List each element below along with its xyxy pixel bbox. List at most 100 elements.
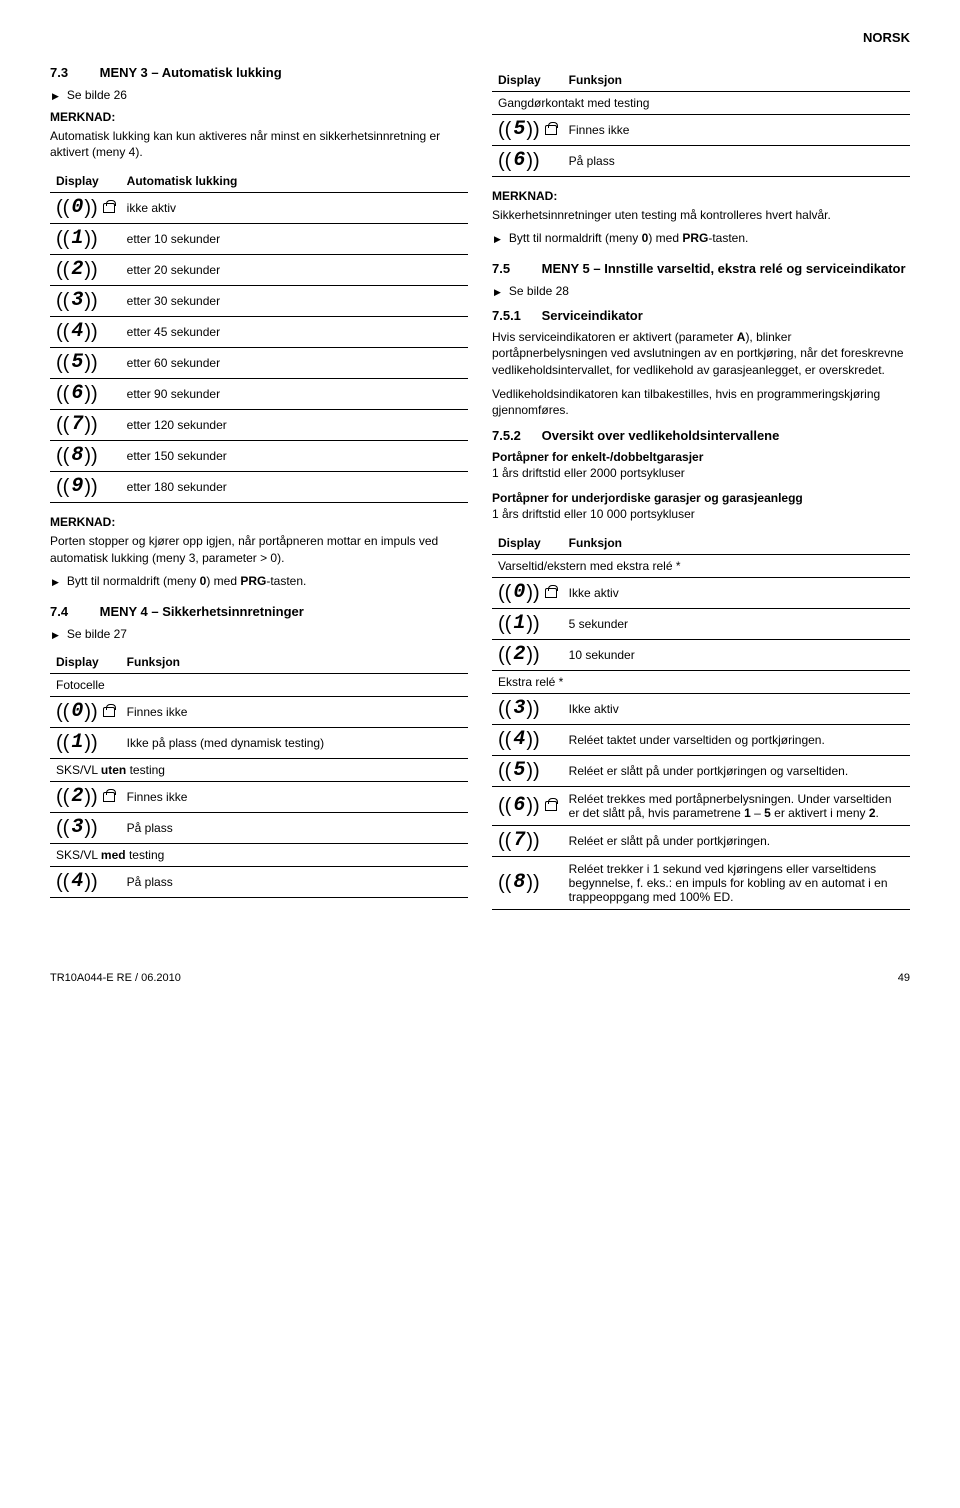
digit-icon: ((7)): [498, 831, 540, 851]
row-text: etter 30 sekunder: [121, 286, 468, 317]
row-text: 5 sekunder: [563, 608, 910, 639]
digit-icon: ((9)): [56, 477, 98, 497]
right-column: Display Funksjon Gangdørkontakt med test…: [492, 59, 910, 922]
digit-icon: ((4)): [498, 730, 540, 750]
section-num: 7.3: [50, 65, 96, 80]
merknad-7-3b-text: Porten stopper og kjører opp igjen, når …: [50, 533, 468, 565]
row-text: etter 150 sekunder: [121, 441, 468, 472]
col-function: Funksjon: [563, 69, 910, 92]
section-text: MENY 5 – Innstille varseltid, ekstra rel…: [542, 261, 906, 276]
row-text: På plass: [121, 812, 468, 843]
p-7-5-1-b: Vedlikeholdsindikatoren kan tilbakestill…: [492, 386, 910, 418]
p-7-5-1-a: Hvis serviceindikatoren er aktivert (par…: [492, 329, 910, 378]
sub-header-varseltid: Varseltid/ekstern med ekstra relé *: [492, 554, 910, 577]
digit-icon: ((0)): [498, 583, 557, 603]
row-text: Reléet er slått på under portkjøringen.: [563, 825, 910, 856]
see-image-26: Se bilde 26: [50, 88, 468, 102]
bytt-normaldrift: Bytt til normaldrift (meny 0) med PRG-ta…: [492, 231, 910, 245]
row-text: Reléet trekker i 1 sekund ved kjøringens…: [563, 856, 910, 909]
digit-icon: ((2)): [56, 260, 98, 280]
section-7-5-2-title: 7.5.2 Oversikt over vedlikeholdsinterval…: [492, 428, 910, 443]
digit-icon: ((2)): [498, 645, 540, 665]
footer-right: 49: [898, 972, 910, 984]
digit-icon: ((6)): [498, 796, 557, 816]
sub-header-ekstra-rele: Ekstra relé *: [492, 670, 910, 693]
digit-icon: ((5)): [498, 120, 557, 140]
left-column: 7.3 MENY 3 – Automatisk lukking Se bilde…: [50, 59, 468, 922]
p-7-5-2-a-heading: Portåpner for enkelt-/dobbeltgarasjer: [492, 450, 703, 464]
sub-header-sks-uten: SKS/VL uten testing: [50, 758, 468, 781]
row-text: ikke aktiv: [121, 193, 468, 224]
subsection-text: Oversikt over vedlikeholdsintervallene: [542, 428, 780, 443]
row-text: etter 60 sekunder: [121, 348, 468, 379]
language-header: NORSK: [50, 30, 910, 45]
table-7-3: Display Automatisk lukking ((0)) ikke akt…: [50, 170, 468, 503]
p-7-5-2-b: Portåpner for underjordiske garasjer og …: [492, 490, 910, 522]
row-text: På plass: [121, 866, 468, 897]
row-text: Reléet trekkes med portåpnerbelysningen.…: [563, 786, 910, 825]
digit-icon: ((4)): [56, 322, 98, 342]
digit-icon: ((0)): [56, 198, 115, 218]
row-text: Finnes ikke: [563, 115, 910, 146]
table-7-4: Display Funksjon Fotocelle ((0)) Finnes i…: [50, 651, 468, 898]
col-function: Funksjon: [121, 651, 468, 674]
digit-icon: ((6)): [56, 384, 98, 404]
digit-icon: ((1)): [498, 614, 540, 634]
footer-left: TR10A044-E RE / 06.2010: [50, 972, 181, 984]
digit-icon: ((8)): [56, 446, 98, 466]
row-text: Finnes ikke: [121, 696, 468, 727]
col-display: Display: [50, 651, 121, 674]
row-text: etter 10 sekunder: [121, 224, 468, 255]
bytt-normaldrift: Bytt til normaldrift (meny 0) med PRG-ta…: [50, 574, 468, 588]
digit-icon: ((7)): [56, 415, 98, 435]
p-7-5-2-a: Portåpner for enkelt-/dobbeltgarasjer 1 …: [492, 449, 910, 481]
digit-icon: ((1)): [56, 229, 98, 249]
see-image-27: Se bilde 27: [50, 627, 468, 641]
section-7-4-title: 7.4 MENY 4 – Sikkerhetsinnretninger: [50, 604, 468, 619]
section-text: MENY 3 – Automatisk lukking: [100, 65, 282, 80]
digit-icon: ((4)): [56, 872, 98, 892]
row-text: Ikke på plass (med dynamisk testing): [121, 727, 468, 758]
row-text: På plass: [563, 146, 910, 177]
row-text: 10 sekunder: [563, 639, 910, 670]
section-7-5-1-title: 7.5.1 Serviceindikator: [492, 308, 910, 323]
page-footer: TR10A044-E RE / 06.2010 49: [50, 972, 910, 984]
digit-icon: ((5)): [56, 353, 98, 373]
sub-header-gangdor: Gangdørkontakt med testing: [492, 92, 910, 115]
p-7-5-2-b-heading: Portåpner for underjordiske garasjer og …: [492, 491, 803, 505]
row-text: etter 120 sekunder: [121, 410, 468, 441]
sub-header-sks-med: SKS/VL med testing: [50, 843, 468, 866]
digit-icon: ((1)): [56, 733, 98, 753]
row-text: Reléet taktet under varseltiden og portk…: [563, 724, 910, 755]
subsection-num: 7.5.2: [492, 428, 538, 443]
row-text: etter 20 sekunder: [121, 255, 468, 286]
sub-header-fotocelle: Fotocelle: [50, 673, 468, 696]
merknad-label: MERKNAD:: [492, 189, 910, 203]
section-num: 7.5: [492, 261, 538, 276]
digit-icon: ((5)): [498, 761, 540, 781]
col-display: Display: [492, 69, 563, 92]
subsection-text: Serviceindikator: [542, 308, 643, 323]
merknad-7-3-text: Automatisk lukking kan kun aktiveres når…: [50, 128, 468, 160]
p-7-5-2-a-text: 1 års driftstid eller 2000 portsykluser: [492, 466, 685, 480]
col-function: Funksjon: [563, 532, 910, 555]
section-num: 7.4: [50, 604, 96, 619]
digit-icon: ((3)): [56, 291, 98, 311]
digit-icon: ((6)): [498, 151, 540, 171]
subsection-num: 7.5.1: [492, 308, 538, 323]
digit-icon: ((3)): [56, 818, 98, 838]
row-text: Finnes ikke: [121, 781, 468, 812]
section-7-5-title: 7.5 MENY 5 – Innstille varseltid, ekstra…: [492, 261, 910, 276]
digit-icon: ((0)): [56, 702, 115, 722]
table-7-5: Display Funksjon Varseltid/ekstern med e…: [492, 532, 910, 910]
col-display: Display: [492, 532, 563, 555]
col-function: Automatisk lukking: [121, 170, 468, 193]
digit-icon: ((2)): [56, 787, 115, 807]
row-text: etter 180 sekunder: [121, 472, 468, 503]
p-7-5-2-b-text: 1 års driftstid eller 10 000 portsykluse…: [492, 507, 695, 521]
row-text: Ikke aktiv: [563, 577, 910, 608]
merknad-label: MERKNAD:: [50, 515, 468, 529]
section-7-3-title: 7.3 MENY 3 – Automatisk lukking: [50, 65, 468, 80]
merknad-7-4-text: Sikkerhetsinnretninger uten testing må k…: [492, 207, 910, 223]
col-display: Display: [50, 170, 121, 193]
